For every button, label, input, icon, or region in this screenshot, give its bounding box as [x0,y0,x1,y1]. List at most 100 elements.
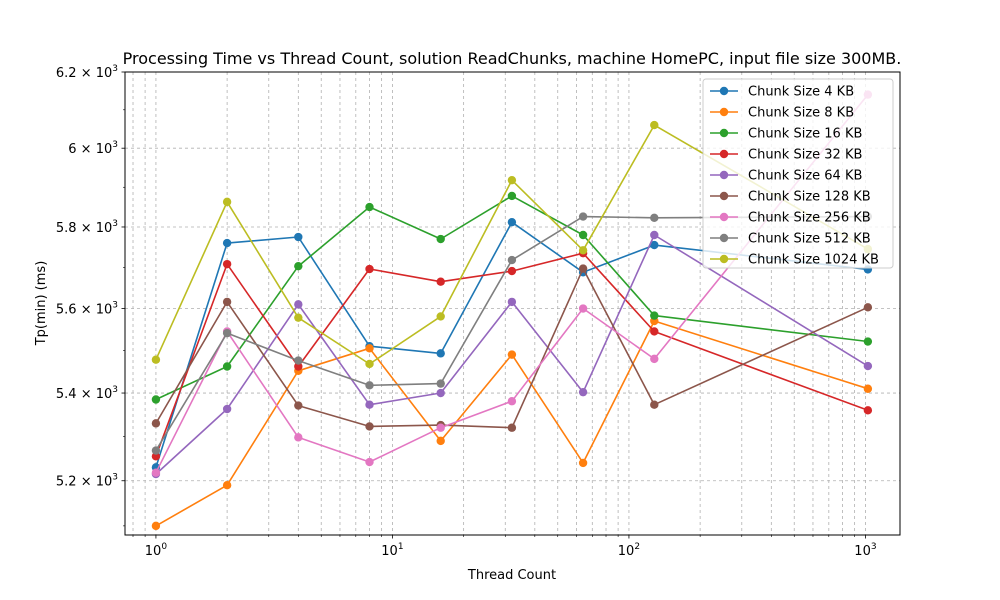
data-point [650,400,659,409]
data-point [151,468,161,477]
legend-label: Chunk Size 8 KB [748,106,854,121]
data-point [578,246,588,255]
data-point [222,404,232,414]
data-point [294,356,303,365]
data-point [151,521,161,531]
axis-ticks: 5.2 × 103 5.4 × 103 5.6 × 103 5.8 × 103 6 × … [56,64,877,559]
legend-marker [719,233,729,243]
plot-frame [124,71,901,536]
chart-title: Processing Time vs Thread Count, solutio… [123,49,902,68]
data-point [650,240,659,250]
data-point [222,362,232,371]
data-point [151,395,161,404]
data-point [507,266,517,276]
legend-marker [719,149,729,159]
data-point [436,234,445,244]
data-point [507,217,517,227]
data-point [507,423,517,432]
legend-label: Chunk Size 64 KB [748,169,862,184]
data-point [507,350,517,359]
data-point [294,232,303,242]
series-layer [151,90,873,531]
data-point [151,452,161,461]
legend-marker [719,254,729,264]
data-point [436,312,445,321]
legend-marker [719,128,729,138]
legend-label: Chunk Size 32 KB [748,148,862,163]
data-point [578,304,588,313]
data-point [151,446,161,455]
legend-label: Chunk Size 4 KB [748,85,854,100]
data-point [650,327,659,336]
data-point [578,212,588,221]
legend-label: Chunk Size 256 KB [748,211,871,226]
data-point [650,311,659,320]
data-point [578,264,588,273]
data-point [222,328,232,338]
data-point [294,313,303,322]
y-tick-label: 5.4 × 103 [56,385,118,402]
data-point [578,458,588,468]
legend-marker [719,170,729,180]
data-point [222,297,232,307]
data-point [365,202,374,212]
x-axis-label: Thread Count [467,568,556,583]
data-point [222,238,232,248]
legend: Chunk Size 4 KB Chunk Size 8 KB Chunk Size… [702,78,894,269]
data-point [650,354,659,364]
legend-label: Chunk Size 16 KB [748,127,862,142]
legend-marker [719,86,729,96]
data-point [578,230,588,240]
data-point [365,264,374,274]
data-point [294,362,303,371]
data-point [222,259,232,269]
y-tick-label: 6 × 103 [68,140,118,157]
legend-marker [719,191,729,201]
data-point [863,337,873,346]
data-point [650,230,659,240]
legend-label: Chunk Size 1024 KB [748,253,879,268]
data-point [222,481,232,490]
data-point [436,379,445,388]
data-point [507,175,517,185]
data-point [436,436,445,446]
data-point [863,361,873,371]
data-point [365,422,374,431]
data-point [365,344,374,353]
data-point [650,120,659,130]
data-point [436,388,445,398]
data-point [365,457,374,467]
data-point [294,433,303,442]
y-tick-label: 6.2 × 103 [56,64,118,81]
y-tick-label: 5.6 × 103 [56,301,118,318]
y-tick-label: 5.2 × 103 [56,473,118,490]
data-point [863,303,873,312]
data-point [863,384,873,393]
data-point [294,401,303,410]
data-point [863,406,873,415]
data-point [436,423,445,432]
legend-marker [719,212,729,222]
data-point [151,355,161,364]
data-point [436,277,445,286]
data-point [578,387,588,397]
data-point [151,419,161,428]
data-point [507,191,517,201]
legend-label: Chunk Size 512 KB [748,232,871,247]
grid-lines [125,71,900,535]
data-point [365,400,374,409]
data-point [365,359,374,369]
legend-box [702,78,894,269]
legend-marker [719,107,729,117]
y-axis-label: Tp(min) (ms) [34,261,49,347]
y-tick-label: 5.8 × 103 [56,219,118,236]
data-point [222,197,232,207]
data-point [507,255,517,265]
data-point [507,397,517,406]
data-point [365,381,374,390]
data-point [294,300,303,309]
data-point [507,297,517,307]
data-point [650,213,659,222]
legend-label: Chunk Size 128 KB [748,190,871,205]
